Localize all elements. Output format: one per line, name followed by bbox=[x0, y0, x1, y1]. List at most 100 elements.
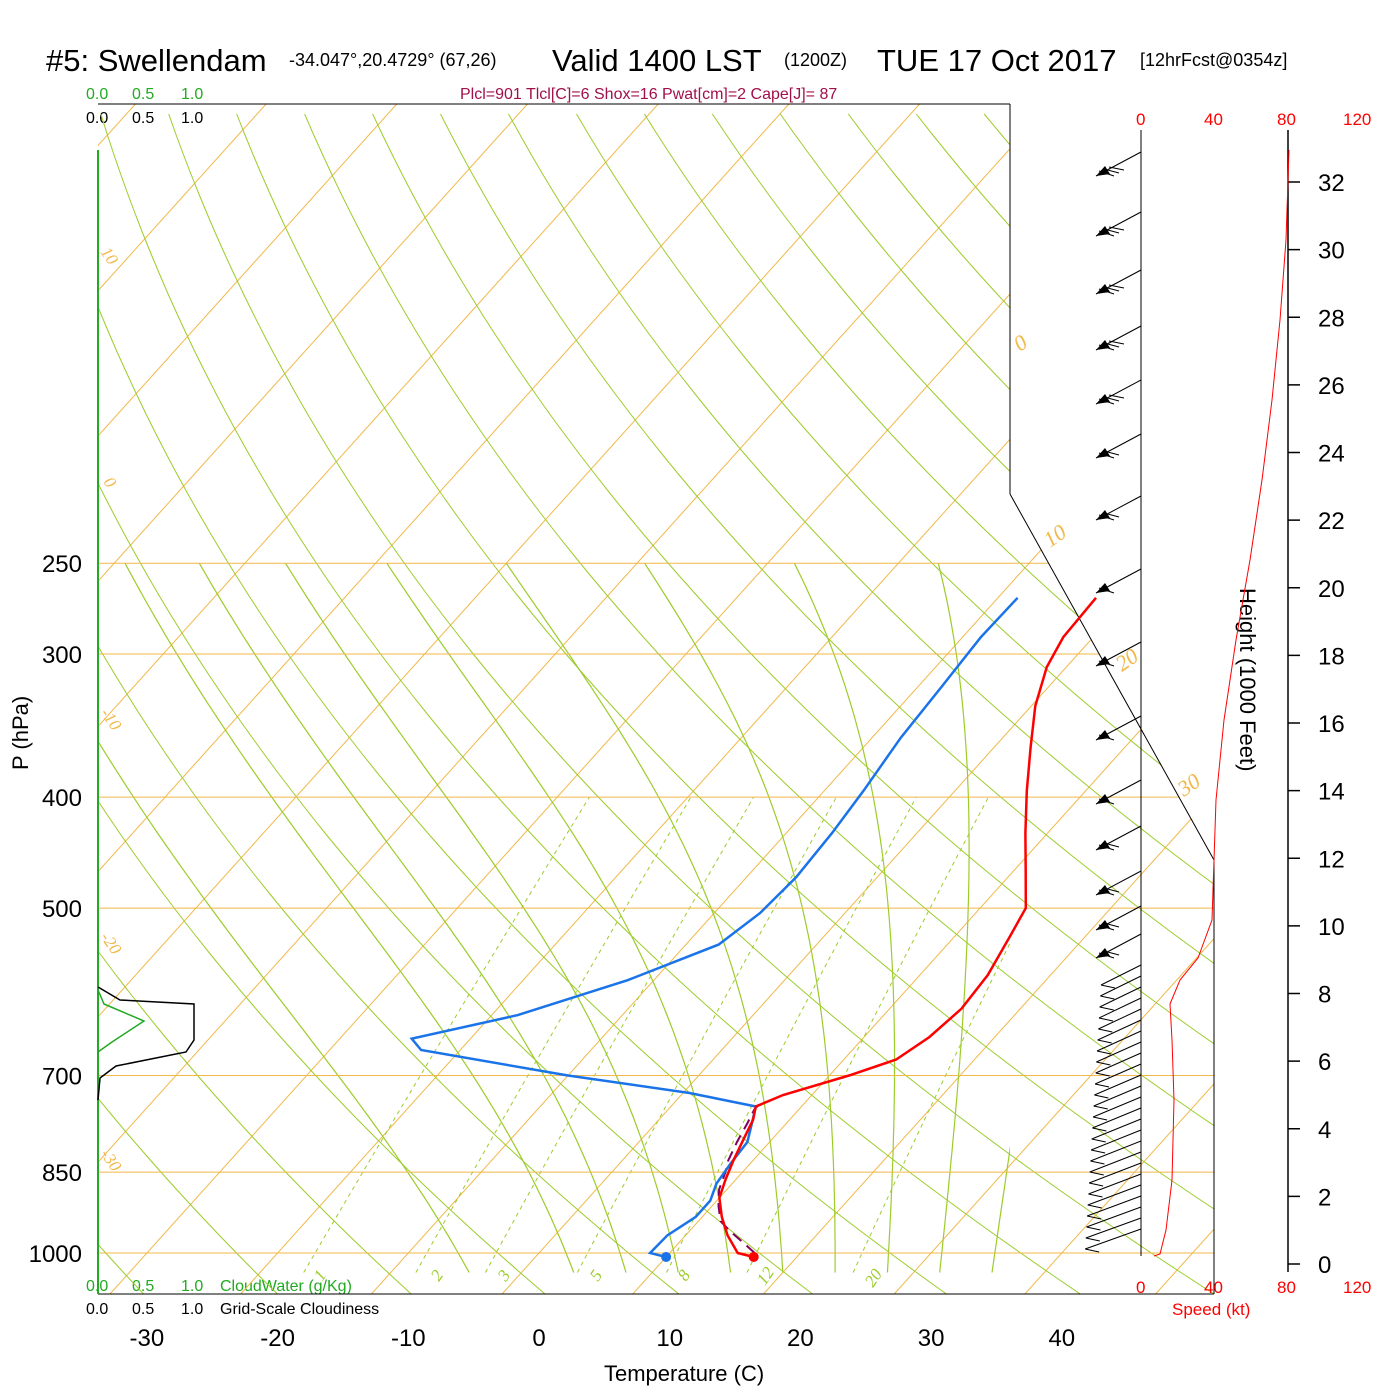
wind-barb-feather bbox=[1103, 512, 1120, 518]
wind-barb-shaft bbox=[1089, 1151, 1142, 1173]
wind-barb-shaft bbox=[1094, 1074, 1142, 1096]
isotherm bbox=[109, 104, 1182, 1294]
wind-barb bbox=[1095, 933, 1142, 959]
mixing-ratio-line bbox=[666, 796, 917, 1273]
temperature-tick: 20 bbox=[787, 1325, 814, 1352]
isobar-lines bbox=[98, 562, 1214, 1254]
height-tick: 14 bbox=[1318, 779, 1345, 806]
wind-barb-feather bbox=[1087, 1215, 1102, 1220]
wind-barb-shaft bbox=[1085, 1217, 1142, 1239]
wind-barb bbox=[1095, 825, 1142, 851]
wind-barb-feather bbox=[1108, 340, 1125, 345]
wind-barb-feather bbox=[1085, 1248, 1100, 1253]
cloud-water-scale-bottom: 0.0 0.5 1.0 CloudWater (g/Kg) 0.0 0.5 1.… bbox=[86, 1278, 379, 1318]
forecast-info: [12hrFcst@0354z] bbox=[1140, 50, 1287, 70]
dry-adiabat bbox=[1187, 113, 1214, 1294]
isotherm bbox=[98, 104, 528, 1294]
height-tick: 26 bbox=[1318, 373, 1345, 400]
wind-barb-feather bbox=[1098, 452, 1115, 459]
wind-barb-feather bbox=[1103, 228, 1120, 234]
wind-barb-feather bbox=[1103, 950, 1120, 956]
isotherm bbox=[893, 104, 1214, 1294]
wind-barb-feather bbox=[1103, 450, 1120, 456]
speed-tick: 120 bbox=[1343, 110, 1371, 129]
isotherm bbox=[763, 104, 1214, 1294]
cloudiness-tick: 0.5 bbox=[132, 1301, 154, 1318]
wind-barb-shaft bbox=[1100, 975, 1142, 997]
moist-adiabat bbox=[991, 1145, 1010, 1273]
wind-barb-flag bbox=[1096, 656, 1110, 666]
wind-barb-feather bbox=[1098, 288, 1115, 295]
dry-adiabat bbox=[98, 113, 412, 1294]
isotherm bbox=[632, 104, 1214, 1294]
wind-barb bbox=[1099, 986, 1142, 1011]
wind-barb bbox=[1094, 1063, 1142, 1088]
wind-barb-shaft bbox=[1088, 1173, 1142, 1195]
height-tick: 16 bbox=[1318, 711, 1345, 738]
wind-barb bbox=[1095, 715, 1142, 741]
wind-barb bbox=[1097, 1019, 1142, 1044]
wind-barb bbox=[1095, 779, 1142, 805]
wind-barb-feather bbox=[1098, 844, 1115, 851]
speed-scale-top: 0 40 80 120 bbox=[1136, 110, 1371, 129]
wind-barb-flag bbox=[1096, 840, 1110, 850]
wind-barb bbox=[1088, 1173, 1142, 1198]
wind-barb-feather bbox=[1093, 1105, 1108, 1110]
moist-adiabat bbox=[198, 562, 627, 1273]
wind-barb-flag bbox=[1096, 284, 1110, 294]
x-axis-label: Temperature (C) bbox=[604, 1361, 764, 1386]
wind-barb-shaft bbox=[1086, 1195, 1142, 1217]
wind-barb-feather bbox=[1098, 398, 1115, 405]
wind-barb-flag bbox=[1096, 166, 1110, 176]
height-tick: 6 bbox=[1318, 1049, 1331, 1076]
wind-barb-feather bbox=[1103, 396, 1120, 402]
temperature-tick-labels: -30 -20 -10 0 10 20 30 40 bbox=[130, 1325, 1076, 1352]
height-tick: 4 bbox=[1318, 1117, 1331, 1144]
dry-adiabat bbox=[372, 113, 1214, 1294]
wind-barb-shaft bbox=[1086, 1206, 1142, 1228]
cloud-water-profile bbox=[97, 989, 146, 1053]
isotherm bbox=[1286, 104, 1400, 1294]
wind-barb-feather bbox=[1103, 342, 1120, 348]
height-tick: 32 bbox=[1318, 170, 1345, 197]
wind-barb bbox=[1093, 1085, 1142, 1110]
wind-barb-shaft bbox=[1084, 1228, 1142, 1250]
wind-barb-feather bbox=[1103, 922, 1120, 928]
pressure-tick: 850 bbox=[42, 1160, 82, 1187]
wind-barb-shaft bbox=[1088, 1162, 1142, 1184]
wind-barb-flag bbox=[1096, 394, 1110, 404]
isotherm bbox=[501, 104, 1214, 1294]
isotherm-label: 20 bbox=[1111, 643, 1143, 676]
wind-barb-flag bbox=[1096, 948, 1110, 958]
sounding-params: Plcl=901 Tlcl[C]=6 Shox=16 Pwat[cm]=2 Ca… bbox=[460, 86, 837, 103]
cloud-water-tick: 1.0 bbox=[181, 86, 203, 103]
mixing-ratio-line bbox=[415, 796, 692, 1273]
wind-barb-shaft bbox=[1096, 1030, 1142, 1052]
wind-barb-shaft bbox=[1097, 1019, 1142, 1041]
wind-barb bbox=[1096, 1030, 1142, 1055]
speed-tick: 0 bbox=[1136, 110, 1145, 129]
height-tick: 18 bbox=[1318, 643, 1345, 670]
mixing-ratio-line bbox=[303, 796, 590, 1273]
temperature-tick: -10 bbox=[391, 1325, 426, 1352]
station-coords: -34.047°,20.4729° (67,26) bbox=[289, 50, 497, 70]
mixing-ratio-label: 20 bbox=[861, 1265, 887, 1290]
dewpoint-line bbox=[409, 596, 1019, 1259]
wind-barb bbox=[1095, 151, 1142, 177]
wind-barb-shaft bbox=[1090, 1129, 1142, 1151]
speed-tick: 120 bbox=[1343, 1278, 1371, 1297]
cloudiness-tick: 0.0 bbox=[86, 110, 108, 127]
wind-barb-feather bbox=[1098, 889, 1115, 896]
height-tick: 10 bbox=[1318, 914, 1345, 941]
wind-barb-feather bbox=[1108, 226, 1125, 231]
moist-adiabat bbox=[98, 740, 470, 1273]
wind-barb-feather bbox=[1098, 660, 1115, 667]
speed-tick: 80 bbox=[1277, 1278, 1296, 1297]
wind-barb bbox=[1089, 1151, 1142, 1176]
wind-barb-feather bbox=[1098, 1017, 1114, 1022]
wind-barb bbox=[1086, 1206, 1142, 1231]
valid-date: TUE 17 Oct 2017 bbox=[877, 43, 1117, 78]
wind-barb bbox=[1086, 1195, 1142, 1220]
wind-barb bbox=[1095, 905, 1142, 931]
